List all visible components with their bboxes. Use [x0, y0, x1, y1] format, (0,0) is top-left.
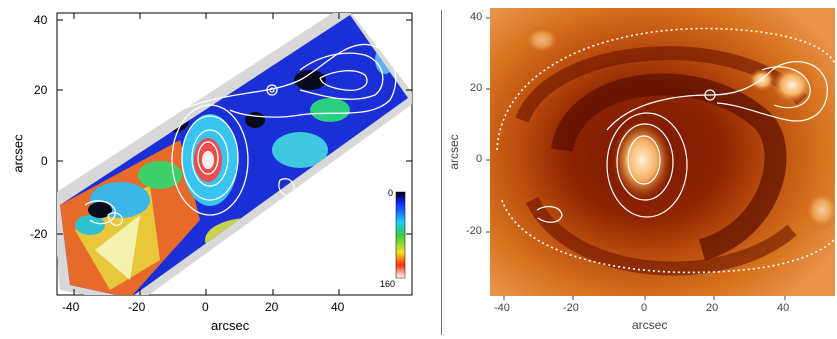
- outer-dotted-contour: [496, 27, 835, 274]
- right-ticks: [486, 17, 786, 300]
- left-xtick-label: -40: [62, 300, 80, 314]
- right-xaxis-title: arcsec: [632, 318, 668, 332]
- left-ytick-label: 20: [34, 83, 48, 97]
- left-xtick-label: 0: [202, 300, 209, 314]
- right-xtick-label: 0: [641, 302, 648, 314]
- right-panel: -40 -20 0 20 40 40 20 0 -20 arcsec arcse…: [442, 0, 837, 339]
- left-xtick-label: 20: [265, 300, 279, 314]
- halpha-image: [490, 8, 835, 296]
- right-xtick-label: -20: [563, 302, 579, 314]
- right-contours: [536, 61, 828, 223]
- left-xaxis-title: arcsec: [211, 318, 250, 333]
- right-yaxis-title: arcsec: [447, 134, 461, 170]
- left-xtick-label: 40: [331, 300, 345, 314]
- right-xtick-label: 40: [777, 302, 790, 314]
- right-image-plot: [486, 8, 835, 300]
- left-ytick-label: 0: [41, 154, 48, 168]
- colorbar-bottom-label: 160: [380, 279, 396, 289]
- right-ytick-label: 0: [476, 153, 483, 165]
- left-map-plot: [56, 12, 413, 296]
- right-ytick-label: 20: [470, 82, 483, 94]
- left-xtick-label: -20: [128, 300, 146, 314]
- left-panel: 0 160 -40 -20 0 20 40 40 20 0 -20 arcsec…: [10, 12, 413, 333]
- left-ytick-label: -20: [30, 227, 48, 241]
- left-contours: [84, 43, 397, 226]
- left-colorbar: [395, 191, 406, 279]
- right-xtick-label: 20: [706, 302, 719, 314]
- panel-divider: [441, 10, 442, 335]
- left-ytick-label: 40: [34, 13, 48, 27]
- left-yaxis-title: arcsec: [10, 134, 26, 173]
- left-ticks: [57, 13, 412, 295]
- right-ytick-label: -20: [466, 225, 482, 237]
- colorbar-top-label: 0: [388, 188, 394, 198]
- right-xtick-label: -40: [494, 302, 510, 314]
- right-ytick-label: 40: [470, 11, 483, 23]
